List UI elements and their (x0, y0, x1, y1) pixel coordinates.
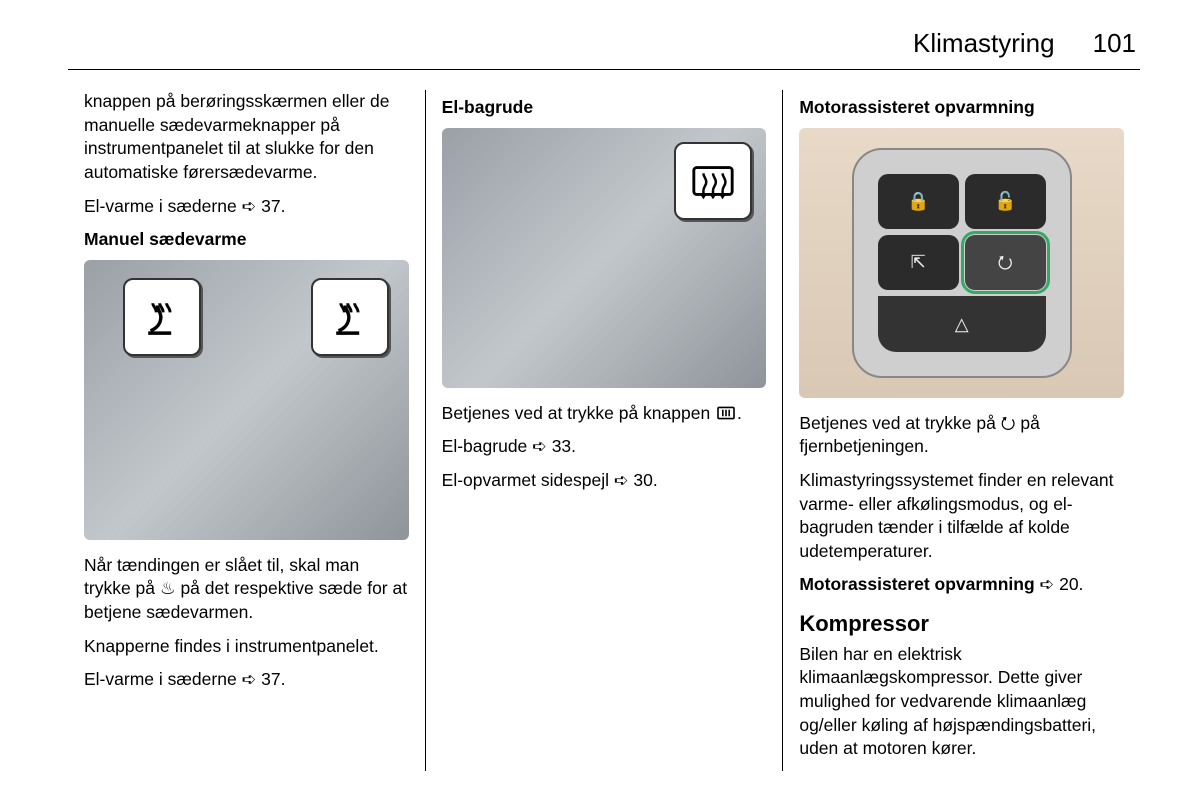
col2-p1-post: . (737, 403, 742, 423)
fob-remote-start-button: ⭮ (965, 235, 1046, 290)
image-seat-heating-panel (84, 260, 409, 540)
image-rear-defrost-panel (442, 128, 767, 388)
seat-heat-left-icon (123, 278, 201, 356)
col3-para2: Klimastyringssystemet finder en relevant… (799, 469, 1124, 564)
xref-arrow-icon: ➪ (532, 436, 547, 456)
section-title: Klimastyring (913, 28, 1055, 59)
col2-p3-ref: 30. (633, 470, 657, 490)
col1-p2-text: El-varme i sæderne (84, 196, 242, 216)
col3-p3-bold: Motorassisteret opvarmning (799, 574, 1034, 594)
rear-defrost-icon (674, 142, 752, 220)
col1-heading-manual-seat-heat: Manuel sædevarme (84, 228, 409, 252)
col1-para4: Knapperne findes i instrumentpanelet. (84, 635, 409, 659)
column-3: Motorassisteret opvarmning 🔒 🔓 ⇱ ⭮ △ Bet… (782, 90, 1140, 771)
col2-p2-text: El-bagrude (442, 436, 532, 456)
fob-unlock-button: 🔓 (965, 174, 1046, 229)
xref-arrow-icon: ➪ (1040, 574, 1055, 594)
seat-heat-icon (139, 294, 185, 340)
col2-para3: El-opvarmet sidespejl ➪ 30. (442, 469, 767, 493)
col1-p5-text: El-varme i sæderne (84, 669, 242, 689)
column-1: knappen på berøringsskærmen eller de man… (68, 90, 425, 771)
col3-heading-compressor: Kompressor (799, 609, 1124, 639)
fob-panic-button: △ (878, 296, 1046, 351)
xref-arrow-icon: ➪ (242, 196, 257, 216)
fob-trunk-button: ⇱ (878, 235, 959, 290)
col3-p3-ref: 20. (1059, 574, 1083, 594)
xref-arrow-icon: ➪ (242, 669, 257, 689)
remote-start-inline-icon: ⭮ (1001, 413, 1016, 433)
col1-para3: Når tændingen er slået til, skal man try… (84, 554, 409, 625)
col2-p2-ref: 33. (552, 436, 576, 456)
xref-arrow-icon: ➪ (614, 470, 629, 490)
image-remote-key-fob: 🔒 🔓 ⇱ ⭮ △ (799, 128, 1124, 398)
col3-para1: Betjenes ved at trykke på ⭮ på fjernbetj… (799, 412, 1124, 459)
col1-p2-ref: 37. (261, 196, 285, 216)
col3-heading-engine-assisted: Motorassisteret opvarmning (799, 96, 1124, 120)
col1-para2: El-varme i sæderne ➪ 37. (84, 195, 409, 219)
page-header: Klimastyring 101 (68, 28, 1140, 59)
fob-lock-button: 🔒 (878, 174, 959, 229)
col2-p1-pre: Betjenes ved at trykke på knappen (442, 403, 715, 423)
col3-para4: Bilen har en elektrisk klimaanlægskompre… (799, 643, 1124, 761)
col2-heading-rear-window: El-bagrude (442, 96, 767, 120)
col2-para2: El-bagrude ➪ 33. (442, 435, 767, 459)
key-fob: 🔒 🔓 ⇱ ⭮ △ (852, 148, 1072, 378)
col1-para1: knappen på berøringsskærmen eller de man… (84, 90, 409, 185)
col3-p1-pre: Betjenes ved at trykke på (799, 413, 1000, 433)
col3-para3: Motorassisteret opvarmning ➪ 20. (799, 573, 1124, 597)
seat-heat-right-icon (311, 278, 389, 356)
col1-p5-ref: 37. (261, 669, 285, 689)
page-number: 101 (1093, 28, 1136, 59)
seat-heat-icon (327, 294, 373, 340)
col2-p3-text: El-opvarmet sidespejl (442, 470, 614, 490)
header-divider (68, 69, 1140, 70)
column-2: El-bagrude Betjenes ved at trykke på kna… (425, 90, 783, 771)
seat-heat-inline-icon: ♨ (160, 578, 176, 598)
col1-para5: El-varme i sæderne ➪ 37. (84, 668, 409, 692)
content-columns: knappen på berøringsskærmen eller de man… (68, 90, 1140, 771)
col2-para1: Betjenes ved at trykke på knappen . (442, 402, 767, 426)
rear-defrost-svg-icon (690, 158, 736, 204)
rear-defrost-inline-icon (715, 405, 737, 421)
